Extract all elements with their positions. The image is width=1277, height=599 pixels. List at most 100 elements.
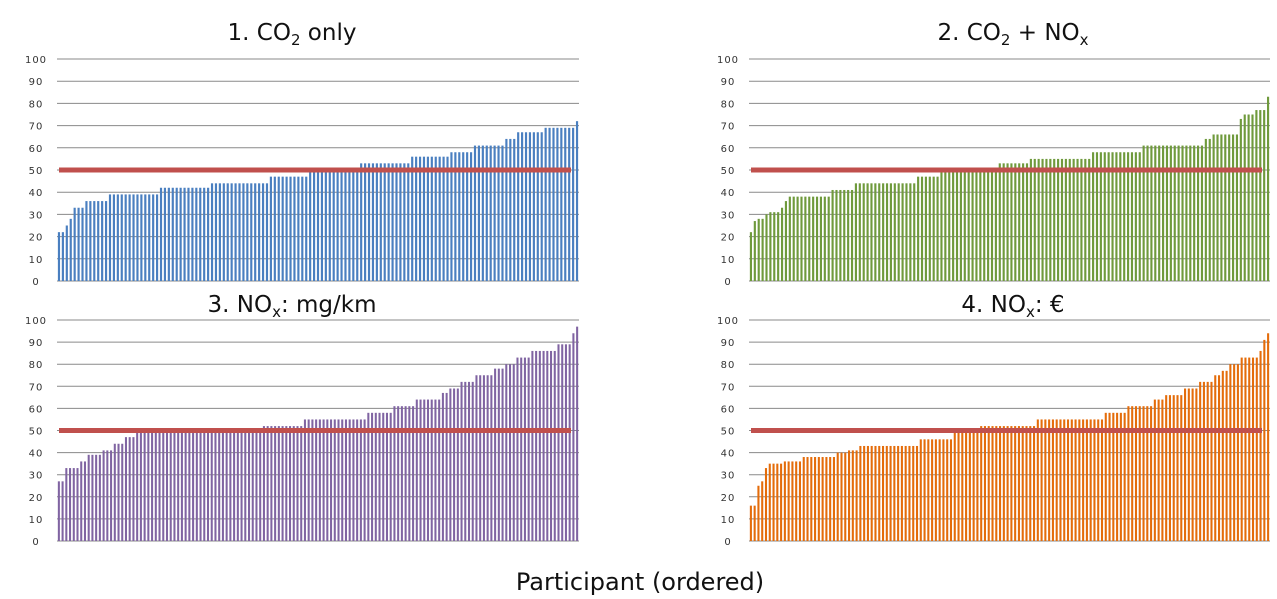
bar: [1251, 357, 1255, 541]
bar: [248, 430, 251, 541]
bar: [557, 344, 560, 541]
bar: [87, 454, 90, 541]
bar: [768, 463, 771, 541]
bar: [341, 419, 344, 541]
bar: [749, 232, 753, 281]
bar: [1107, 152, 1110, 281]
bar: [757, 218, 760, 281]
bar: [333, 419, 336, 541]
title-text: 2. CO: [937, 20, 1000, 46]
bar: [1243, 114, 1246, 281]
bar: [273, 176, 276, 281]
y-tick-label: 0: [724, 277, 731, 288]
bar: [832, 457, 835, 541]
bar: [144, 194, 147, 281]
bar: [825, 457, 828, 541]
y-tick-label: 90: [721, 77, 736, 88]
bar: [136, 194, 139, 281]
bar: [489, 145, 492, 281]
bar: [445, 392, 448, 541]
bar: [854, 183, 857, 281]
bar: [949, 439, 953, 541]
bar: [881, 445, 885, 541]
bar: [855, 450, 858, 541]
bar: [274, 426, 277, 541]
bar: [761, 218, 764, 281]
bar: [462, 152, 465, 281]
bar: [788, 196, 791, 281]
bar: [320, 170, 324, 281]
bar: [882, 183, 885, 281]
bar: [531, 350, 534, 541]
bar: [749, 505, 752, 541]
bar: [1022, 163, 1025, 281]
bar: [65, 225, 68, 281]
bar: [1189, 145, 1192, 281]
bar: [1176, 395, 1179, 541]
bar: [1048, 419, 1051, 541]
bar: [147, 430, 150, 541]
y-tick-label: 80: [721, 99, 736, 110]
bar: [927, 439, 930, 541]
y-tick-label: 50: [29, 166, 44, 177]
bar: [1169, 145, 1172, 281]
bar: [385, 412, 388, 541]
bar: [1097, 419, 1100, 541]
bar: [110, 450, 113, 541]
bar: [1146, 145, 1149, 281]
bar: [501, 368, 504, 541]
bar: [1014, 426, 1017, 541]
bar: [795, 461, 798, 541]
chart-title: 1. CO2 only: [228, 20, 357, 49]
bar: [246, 183, 249, 281]
chart-panel-4: 4. NOx: € 0 10 20 30 40 50 60 70 80 90 100: [717, 292, 1270, 548]
bar: [1210, 381, 1213, 541]
y-tick-label: 30: [721, 210, 736, 221]
bar: [1037, 158, 1040, 281]
bar: [931, 439, 934, 541]
bar: [1158, 145, 1161, 281]
bar: [889, 445, 892, 541]
bar: [979, 170, 982, 281]
bar: [1127, 152, 1130, 281]
bar: [382, 412, 385, 541]
bar: [1153, 399, 1156, 541]
bar: [330, 419, 333, 541]
bar: [913, 183, 916, 281]
bar: [229, 430, 232, 541]
bar: [1093, 419, 1096, 541]
bar: [1165, 395, 1168, 541]
bar: [305, 176, 308, 281]
bar: [315, 419, 318, 541]
bar: [783, 461, 786, 541]
bar: [1229, 364, 1232, 541]
bar: [179, 187, 182, 281]
bar: [292, 426, 295, 541]
bar: [1142, 406, 1145, 541]
bar: [904, 445, 907, 541]
y-tick-label: 40: [721, 188, 736, 199]
bar: [184, 430, 187, 541]
bar: [407, 163, 410, 281]
bar: [277, 426, 280, 541]
bar: [371, 412, 374, 541]
bar: [1127, 406, 1130, 541]
bar: [501, 145, 504, 281]
bar: [324, 170, 327, 281]
bar: [1214, 375, 1217, 541]
bar: [576, 326, 579, 541]
title-text: : €: [1035, 292, 1065, 318]
bar: [946, 439, 949, 541]
y-tick-label: 60: [29, 404, 44, 415]
bar: [1002, 163, 1005, 281]
y-tick-label: 20: [29, 233, 44, 244]
y-tick-label: 0: [32, 277, 39, 288]
bar: [136, 430, 139, 541]
y-tick-label: 10: [29, 515, 44, 526]
bar: [300, 426, 303, 541]
bar: [375, 163, 378, 281]
bar: [318, 419, 321, 541]
bar: [277, 176, 280, 281]
bar: [944, 170, 947, 281]
bar: [379, 163, 382, 281]
